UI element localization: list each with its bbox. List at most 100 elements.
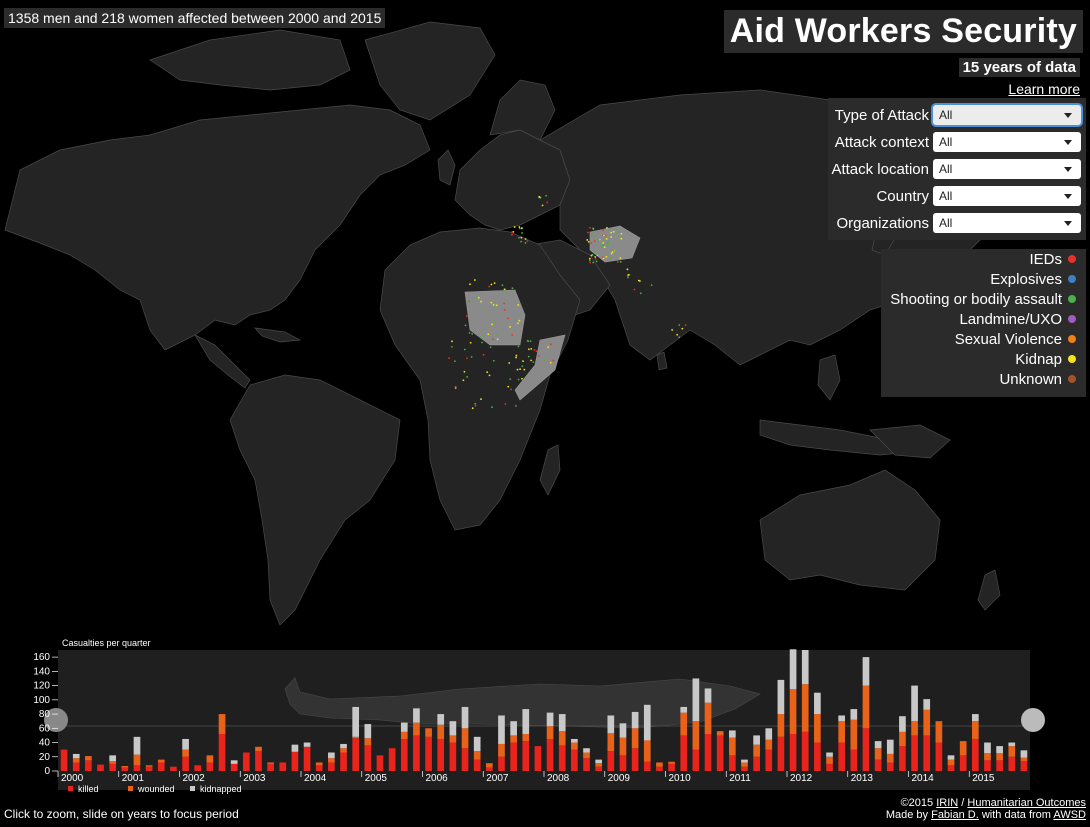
legend-item-landmine[interactable]: Landmine/UXO [959,311,1076,328]
bar-wounded [595,763,603,767]
filter-label: Organizations [836,215,929,232]
author-link[interactable]: Fabian D. [931,809,979,821]
x-year-label[interactable]: 2014 [912,773,935,784]
bar-wounded [85,756,92,761]
africa[interactable] [379,227,581,531]
x-year-label[interactable]: 2013 [851,773,874,784]
organizations-select[interactable]: All [933,213,1081,233]
bar-kidnapped [789,649,797,690]
x-year-label[interactable]: 2015 [972,773,995,784]
incident-dot [520,236,523,239]
casualties-timeline-chart[interactable]: Casualties per quarter 0 20 40 60 80 100 120 14… [0,634,1090,804]
y-tick-label: 160 [33,652,50,663]
legend-dot-icon [1068,355,1076,363]
separator: / [961,797,965,809]
incident-dot [676,333,679,336]
incident-dot [592,261,595,264]
footer-instructions: Click to zoom, slide on years to focus p… [4,807,239,821]
bar-wounded [340,748,347,753]
bar-killed [923,735,931,771]
bar-kidnapped [522,709,530,734]
incident-dot [503,302,506,305]
legend-item-shooting[interactable]: Shooting or bodily assault [890,291,1076,308]
x-year-label[interactable]: 2006 [426,773,449,784]
bar-wounded [984,753,991,761]
x-year-label[interactable]: 2000 [61,773,84,784]
right-slider-handle[interactable] [1021,708,1045,732]
bar-kidnapped [862,657,870,686]
legend-item-explosives[interactable]: Explosives [990,271,1076,288]
australia[interactable] [759,469,941,591]
x-year-label[interactable]: 2010 [669,773,692,784]
incident-dot [515,354,518,357]
chart-title: Casualties per quarter [62,638,151,648]
somalia-highlight[interactable] [514,334,566,401]
incident-dot [490,301,493,304]
incident-dot [538,354,540,357]
type-of-attack-select[interactable]: All [933,105,1081,125]
humanitarian-outcomes-link[interactable]: Humanitarian Outcomes [967,797,1086,809]
x-year-label[interactable]: 2009 [608,773,631,784]
incident-dot [678,324,681,326]
bar-killed [777,736,785,771]
bar-kidnapped [728,730,736,738]
legend-item-kidnap[interactable]: Kidnap [1015,351,1076,368]
legend-item-ieds[interactable]: IEDs [1029,251,1076,268]
bar-killed [607,751,615,771]
summary-text: 1358 men and 218 women affected between … [4,8,386,28]
bar-wounded [267,762,274,764]
incident-dot [595,260,598,263]
country-select[interactable]: All [933,186,1081,206]
incident-dot [492,303,495,306]
incident-dot [602,241,605,244]
left-slider-handle[interactable] [44,708,68,732]
legend-swatch-icon [190,786,195,791]
x-year-label[interactable]: 2007 [486,773,509,784]
new-zealand [977,569,1001,611]
incident-dot [678,336,681,339]
south-america[interactable] [229,374,401,626]
bar-wounded [765,739,773,750]
x-year-label[interactable]: 2008 [547,773,570,784]
incident-dot [603,246,606,249]
incident-dot [517,378,520,381]
select-value: All [939,162,953,176]
bar-killed [668,763,675,771]
bar-kidnapped [449,721,457,736]
bar-wounded [425,728,432,737]
x-year-label[interactable]: 2002 [183,773,206,784]
legend-item-sexual-violence[interactable]: Sexual Violence [955,331,1076,348]
incident-dot [684,324,687,327]
bar-killed [255,751,262,771]
incident-dot [639,292,642,295]
bar-kidnapped [291,744,299,752]
bar-killed [437,738,445,771]
bar-wounded [133,754,141,766]
attack-location-select[interactable]: All [933,159,1081,179]
sudan-highlight[interactable] [464,289,526,346]
north-america[interactable] [4,104,431,351]
awsd-link[interactable]: AWSD [1053,809,1086,821]
incident-dot [595,234,598,237]
bar-wounded [473,751,481,760]
bar-wounded [801,684,809,732]
x-year-label[interactable]: 2011 [729,773,751,784]
learn-more-link[interactable]: Learn more [1008,81,1080,97]
incident-dot [507,317,509,320]
bar-killed [121,767,129,771]
bar-wounded [206,755,214,763]
incident-dot [594,255,597,258]
bar-killed [656,766,663,771]
x-year-label[interactable]: 2005 [365,773,388,784]
bar-killed [133,765,141,771]
x-year-label[interactable]: 2012 [790,773,813,784]
x-year-label[interactable]: 2004 [304,773,327,784]
x-year-label[interactable]: 2003 [243,773,266,784]
attack-context-select[interactable]: All [933,132,1081,152]
incident-dot [448,357,450,360]
irin-link[interactable]: IRIN [936,797,959,809]
legend-item-unknown[interactable]: Unknown [999,371,1076,388]
x-year-label[interactable]: 2001 [122,773,145,784]
bar-wounded [947,759,955,766]
bar-wounded [716,731,724,736]
